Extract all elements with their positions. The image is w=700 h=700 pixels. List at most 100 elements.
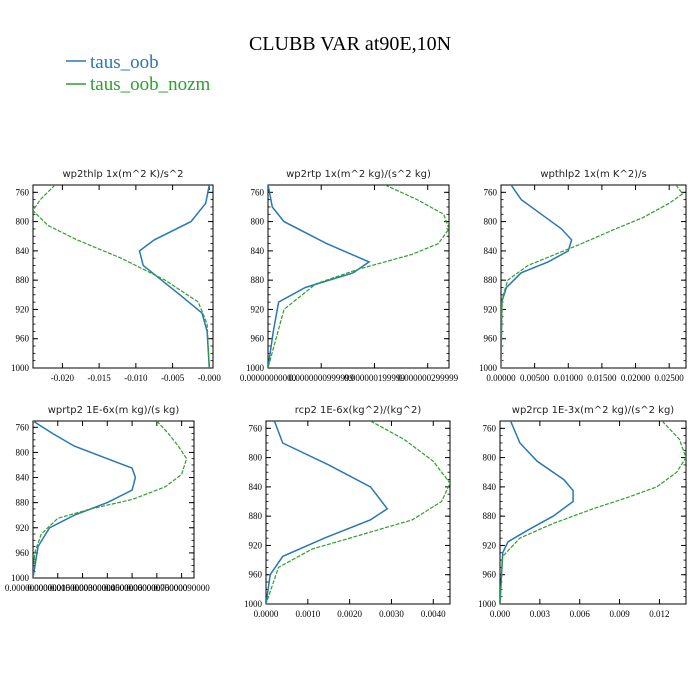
y-tick-label: 1000 bbox=[246, 363, 265, 373]
x-tick-label: 0.00000000000 bbox=[240, 373, 297, 383]
panel-title: wprtp2 1E-6x(m kg)/(s kg) bbox=[48, 405, 180, 416]
panel-3: wpthlp2 1x(m K^2)/s 760 800 840 880 920 960 100… bbox=[479, 169, 687, 383]
x-tick-label: -0.005 bbox=[161, 373, 185, 383]
plot-frame bbox=[265, 420, 451, 605]
y-tick-label: 920 bbox=[483, 540, 497, 550]
y-tick-label: 920 bbox=[251, 304, 265, 314]
y-tick-label: 920 bbox=[16, 304, 30, 314]
series-line-taus-oob bbox=[500, 421, 574, 604]
x-tick-label: -0.020 bbox=[51, 373, 75, 383]
legend-label-taus-oob-nozm: taus_oob_nozm bbox=[90, 74, 211, 95]
panels: wp2thlp 1x(m^2 K)/s^2 760 800 840 880 920 960 1… bbox=[5, 169, 687, 619]
y-tick-label: 960 bbox=[484, 334, 498, 344]
y-tick-label: 880 bbox=[16, 275, 30, 285]
panel-5: rcp2 1E-6x(kg^2)/(kg^2) 760 800 840 880 920 96… bbox=[244, 405, 451, 619]
series-line-taus-oob-nozm bbox=[33, 421, 188, 578]
legend: taus_oob taus_oob_nozm bbox=[66, 52, 211, 95]
series-line-taus-oob bbox=[268, 185, 371, 368]
panel-title: wp2rtp 1x(m^2 kg)/(s^2 kg) bbox=[286, 169, 431, 180]
y-tick-label: 880 bbox=[483, 511, 497, 521]
x-tick-label: 0.000 bbox=[490, 609, 511, 619]
x-tick-label: 0.009 bbox=[609, 609, 630, 619]
x-tick-label: 0.00000 bbox=[486, 373, 516, 383]
x-tick-label: -0.010 bbox=[124, 373, 148, 383]
x-tick-label: 0.000000199999 bbox=[344, 373, 405, 383]
x-tick-label: 0.0010 bbox=[295, 609, 320, 619]
y-tick-label: 920 bbox=[249, 540, 263, 550]
plot-frame bbox=[32, 420, 195, 579]
plot-frame bbox=[500, 184, 687, 369]
y-tick-label: 880 bbox=[484, 275, 498, 285]
series-line-taus-oob bbox=[501, 185, 573, 368]
x-tick-label: 0.000000150000 bbox=[27, 583, 88, 593]
legend-label-taus-oob: taus_oob bbox=[90, 52, 159, 73]
y-tick-label: 760 bbox=[483, 423, 497, 433]
y-tick-label: 1000 bbox=[11, 573, 30, 583]
x-tick-label: 0.000000299999 bbox=[397, 373, 458, 383]
y-tick-label: 960 bbox=[16, 548, 30, 558]
x-tick-label: 0.01500 bbox=[587, 373, 617, 383]
y-tick-label: 960 bbox=[16, 334, 30, 344]
y-tick-label: 840 bbox=[483, 482, 497, 492]
x-tick-label: 0.006 bbox=[570, 609, 591, 619]
figure-title: CLUBB VAR at90E,10N bbox=[249, 33, 451, 55]
x-tick-label: 0.0030 bbox=[379, 609, 404, 619]
series-line-taus-oob-nozm bbox=[266, 421, 450, 604]
x-tick-label: 0.02500 bbox=[655, 373, 685, 383]
y-tick-label: 1000 bbox=[479, 363, 498, 373]
y-tick-label: 880 bbox=[249, 511, 263, 521]
x-tick-label: 0.00500 bbox=[520, 373, 550, 383]
x-tick-label: 0.000000750000 bbox=[126, 583, 187, 593]
series-line-taus-oob bbox=[138, 185, 211, 368]
x-tick-label: 0.0000000300000 bbox=[50, 583, 116, 593]
plot-frame bbox=[267, 184, 450, 369]
series-line-taus-oob-nozm bbox=[501, 185, 684, 368]
y-tick-label: 760 bbox=[16, 422, 30, 432]
series-line-taus-oob bbox=[266, 421, 389, 604]
y-tick-label: 800 bbox=[16, 217, 30, 227]
series-line-taus-oob bbox=[33, 421, 137, 578]
panel-title: wpthlp2 1x(m K^2)/s bbox=[540, 169, 646, 180]
y-tick-label: 920 bbox=[484, 304, 498, 314]
x-tick-label: 0.01000 bbox=[554, 373, 584, 383]
x-tick-label: 0.0000000999999 bbox=[289, 373, 355, 383]
x-tick-label: 0.012 bbox=[649, 609, 669, 619]
y-tick-label: 800 bbox=[16, 447, 30, 457]
x-tick-label: -0.000 bbox=[198, 373, 222, 383]
plot-frame bbox=[499, 420, 687, 605]
panel-2: wp2rtp 1x(m^2 kg)/(s^2 kg) 760 800 840 880 92… bbox=[240, 169, 459, 383]
y-tick-label: 1000 bbox=[244, 599, 263, 609]
series-line-taus-oob-nozm bbox=[500, 421, 686, 604]
y-tick-label: 760 bbox=[249, 423, 263, 433]
x-tick-label: 0.00000060000 bbox=[104, 583, 161, 593]
x-tick-label: 0.0020 bbox=[337, 609, 362, 619]
y-tick-label: 840 bbox=[249, 482, 263, 492]
y-tick-label: 840 bbox=[16, 246, 30, 256]
y-tick-label: 760 bbox=[251, 187, 265, 197]
series-line-taus-oob-nozm bbox=[33, 185, 210, 368]
x-tick-label: 0.00000004500000 bbox=[72, 583, 142, 593]
plot-frame bbox=[32, 184, 214, 369]
y-tick-label: 840 bbox=[484, 246, 498, 256]
y-tick-label: 960 bbox=[251, 334, 265, 344]
series-line-taus-oob-nozm bbox=[268, 185, 449, 368]
y-tick-label: 760 bbox=[16, 187, 30, 197]
panel-title: wp2thlp 1x(m^2 K)/s^2 bbox=[62, 169, 183, 180]
y-tick-label: 800 bbox=[249, 453, 263, 463]
x-tick-label: 0.00000000000 bbox=[5, 583, 62, 593]
y-tick-label: 960 bbox=[249, 570, 263, 580]
y-tick-label: 880 bbox=[16, 498, 30, 508]
panel-4: wprtp2 1E-6x(m kg)/(s kg) 760 800 840 880 920… bbox=[5, 405, 210, 593]
x-tick-label: 0.003 bbox=[530, 609, 551, 619]
x-tick-label: 0.0040 bbox=[421, 609, 446, 619]
y-tick-label: 1000 bbox=[478, 599, 497, 609]
panel-title: wp2rcp 1E-3x(m^2 kg)/(s^2 kg) bbox=[512, 405, 675, 416]
x-tick-label: 0.0000 bbox=[254, 609, 279, 619]
panel-title: rcp2 1E-6x(kg^2)/(kg^2) bbox=[295, 405, 422, 416]
panel-6: wp2rcp 1E-3x(m^2 kg)/(s^2 kg) 760 800 840 88… bbox=[478, 405, 687, 619]
y-tick-label: 920 bbox=[16, 523, 30, 533]
y-tick-label: 800 bbox=[251, 217, 265, 227]
x-tick-label: 0.00000090000 bbox=[153, 583, 210, 593]
x-tick-label: -0.015 bbox=[87, 373, 111, 383]
